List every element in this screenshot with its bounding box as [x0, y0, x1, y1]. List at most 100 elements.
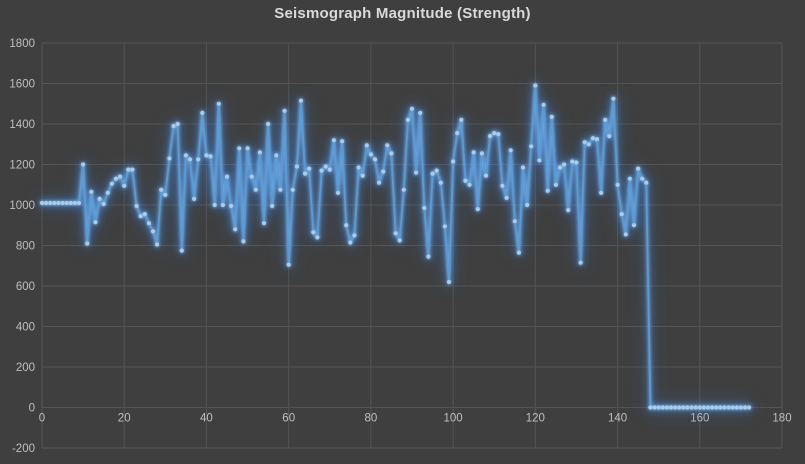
data-point-marker: [294, 164, 299, 169]
y-tick-label: -200: [12, 443, 35, 455]
data-point-marker: [599, 190, 604, 195]
x-tick-label: 120: [526, 413, 545, 425]
data-point-marker: [504, 195, 509, 200]
data-point-marker: [673, 405, 678, 410]
data-point-marker: [381, 169, 386, 174]
data-point-marker: [249, 174, 254, 179]
y-tick-label: 1000: [9, 200, 35, 212]
data-point-marker: [537, 158, 542, 163]
data-point-marker: [479, 151, 484, 156]
data-point-marker: [192, 196, 197, 201]
data-point-marker: [146, 221, 151, 226]
data-point-marker: [463, 178, 468, 183]
data-point-marker: [48, 200, 53, 206]
data-point-marker: [85, 241, 90, 246]
data-point-marker: [714, 405, 719, 410]
y-tick-label: 400: [16, 322, 35, 334]
x-tick-label: 100: [444, 413, 463, 425]
data-point-marker: [434, 168, 439, 173]
data-point-marker: [611, 96, 616, 101]
data-point-marker: [570, 159, 575, 164]
data-point-marker: [138, 214, 143, 219]
data-point-marker: [340, 139, 345, 144]
data-point-marker: [237, 146, 242, 151]
data-point-marker: [364, 143, 369, 148]
data-point-marker: [636, 166, 641, 171]
chart-title: Seismograph Magnitude (Strength): [274, 5, 531, 22]
data-point-marker: [93, 220, 98, 225]
series-line: [41, 84, 750, 409]
data-point-marker: [344, 223, 349, 228]
data-point-marker: [76, 200, 82, 206]
data-point-marker: [311, 230, 316, 235]
data-point-marker: [693, 405, 698, 410]
data-point-marker: [208, 154, 213, 159]
data-point-marker: [196, 157, 201, 162]
y-tick-label: 600: [16, 281, 35, 293]
data-point-marker: [562, 162, 567, 167]
data-point-marker: [97, 196, 102, 201]
data-point-marker: [307, 166, 312, 171]
data-point-marker: [619, 212, 624, 217]
data-point-marker: [159, 187, 164, 192]
data-point-marker: [414, 170, 419, 175]
data-point-marker: [677, 405, 682, 410]
data-point-marker: [459, 117, 464, 122]
data-point-marker: [163, 192, 168, 197]
data-point-marker: [372, 157, 378, 162]
data-point-marker: [627, 176, 633, 181]
data-point-marker: [685, 405, 690, 410]
data-point-marker: [56, 200, 61, 206]
x-tick-label: 40: [200, 413, 213, 425]
data-point-marker: [471, 150, 476, 155]
data-point-marker: [455, 131, 460, 136]
data-point-marker: [722, 405, 727, 410]
data-point-marker: [697, 405, 702, 410]
data-point-marker: [212, 202, 217, 208]
data-point-marker: [734, 405, 739, 410]
x-tick-label: 160: [690, 413, 709, 425]
data-point-marker: [681, 405, 686, 410]
data-point-marker: [204, 153, 209, 158]
data-point-marker: [397, 238, 402, 243]
data-point-marker: [171, 123, 176, 129]
data-point-marker: [644, 180, 649, 185]
data-point-marker: [187, 157, 193, 162]
data-point-marker: [60, 200, 65, 206]
data-point-marker: [335, 190, 341, 195]
data-point-marker: [109, 181, 114, 186]
data-series: [39, 83, 752, 410]
data-point-marker: [142, 212, 147, 217]
data-point-marker: [594, 137, 600, 142]
data-point-marker: [689, 405, 694, 410]
data-point-marker: [566, 208, 571, 213]
data-point-marker: [664, 405, 670, 410]
data-point-marker: [253, 187, 258, 192]
data-point-marker: [393, 231, 398, 236]
data-point-marker: [315, 235, 320, 240]
y-tick-label: 800: [16, 241, 35, 253]
data-point-marker: [430, 171, 435, 176]
data-point-marker: [451, 159, 456, 164]
data-point-marker: [290, 187, 295, 192]
data-point-marker: [81, 162, 86, 167]
data-point-marker: [245, 146, 250, 151]
data-point-marker: [405, 117, 410, 122]
data-point-marker: [545, 188, 550, 193]
data-point-marker: [282, 108, 287, 113]
data-point-marker: [298, 98, 304, 103]
data-point-marker: [261, 221, 267, 226]
data-point-marker: [483, 173, 489, 178]
data-point-marker: [582, 140, 587, 145]
data-point-marker: [422, 205, 427, 211]
data-point-marker: [747, 405, 752, 410]
data-point-marker: [274, 153, 279, 158]
data-point-marker: [742, 405, 748, 410]
data-point-marker: [303, 171, 308, 176]
data-point-marker: [520, 165, 526, 170]
data-point-marker: [122, 183, 127, 188]
data-point-marker: [101, 201, 106, 207]
data-point-marker: [549, 114, 554, 119]
data-point-marker: [68, 200, 73, 206]
